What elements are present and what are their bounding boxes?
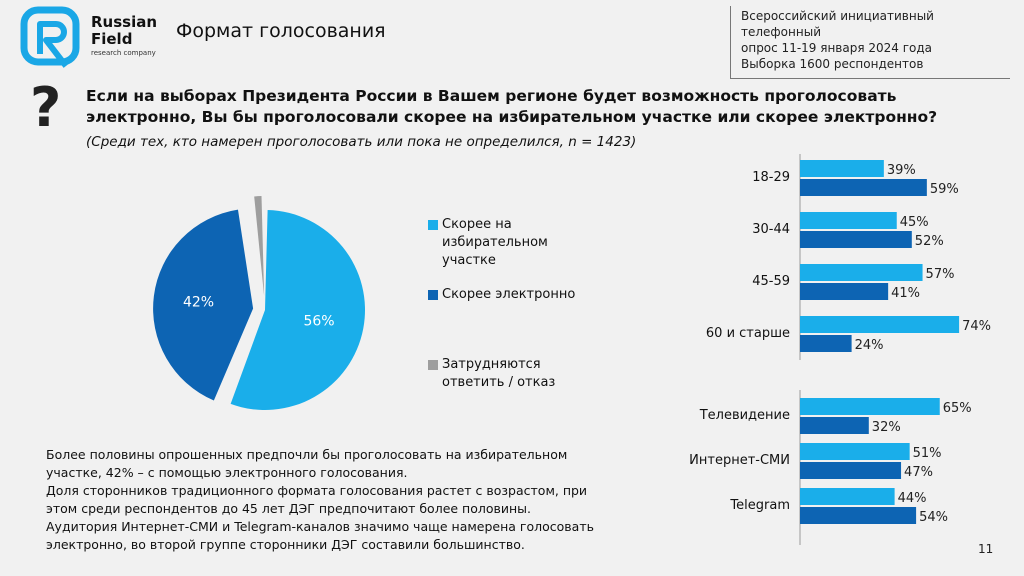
bar-value-label: 51% xyxy=(913,446,942,461)
bar-value-label: 65% xyxy=(943,401,972,416)
bar-value-label: 52% xyxy=(915,234,944,249)
bar-value-label: 44% xyxy=(898,491,927,506)
summary-line: этом среди респондентов до 45 лет ДЭГ пр… xyxy=(46,501,532,516)
legend-item-polling-station: Скорее на избирательном участке xyxy=(428,216,578,270)
bar-value-label: 32% xyxy=(872,420,901,435)
legend-item-undecided: Затрудняются ответить / отказ xyxy=(428,356,578,392)
page-title: Формат голосования xyxy=(176,20,386,42)
summary-line: электронно, во второй группе сторонники … xyxy=(46,537,525,552)
bar-polling-station xyxy=(800,488,895,505)
legend-swatch-gray xyxy=(428,360,438,370)
question-mark-icon: ? xyxy=(30,76,62,139)
legend-label: Затрудняются xyxy=(442,357,541,372)
bar-category-label: Телевидение xyxy=(699,408,790,423)
bar-electronic xyxy=(800,283,889,300)
legend-swatch-light-blue xyxy=(428,220,438,230)
pie-slice xyxy=(230,210,366,410)
bar-polling-station xyxy=(800,316,960,333)
bar-category-label: Интернет-СМИ xyxy=(689,453,790,468)
bar-value-label: 59% xyxy=(930,182,959,197)
bar-value-label: 24% xyxy=(855,338,884,353)
bar-value-label: 74% xyxy=(962,319,991,334)
brand-text: Russian Field research company xyxy=(91,13,158,58)
bar-polling-station xyxy=(800,212,897,229)
summary-text: Более половины опрошенных предпочли бы п… xyxy=(46,446,646,554)
bar-polling-station xyxy=(800,160,884,177)
bar-electronic xyxy=(800,179,927,196)
legend-label: участке xyxy=(442,253,496,268)
bar-polling-station xyxy=(800,264,923,281)
bar-charts: 18-29 39% 59% 30-44 45% 52% 45-59 57% 41% 60 и ст… xyxy=(689,154,991,545)
legend-swatch-dark-blue xyxy=(428,290,438,300)
legend-item-electronic: Скорее электронно xyxy=(428,286,578,304)
question-subtitle: (Среди тех, кто намерен проголосовать ил… xyxy=(86,134,637,150)
pie-slice xyxy=(153,209,254,401)
bar-value-label: 47% xyxy=(904,465,933,480)
bar-value-label: 45% xyxy=(900,215,929,230)
survey-info-line-3: Выборка 1600 респондентов xyxy=(741,57,924,71)
brand-line-1: Russian xyxy=(91,13,158,31)
summary-line: участке, 42% – с помощью электронного го… xyxy=(46,465,408,480)
survey-info: Всероссийский инициативный телефонный оп… xyxy=(730,6,1010,79)
bar-category-label: 18-29 xyxy=(752,170,790,185)
bar-category-label: 45-59 xyxy=(752,274,790,289)
bar-category-label: 60 и старше xyxy=(706,326,790,341)
pie-slice-label: 42% xyxy=(183,295,214,311)
legend-label: ответить / отказ xyxy=(442,375,556,390)
summary-line: Более половины опрошенных предпочли бы п… xyxy=(46,447,568,462)
legend-label: избирательном xyxy=(442,235,548,250)
brand-tagline: research company xyxy=(91,49,156,57)
bar-polling-station xyxy=(800,398,940,415)
bar-value-label: 57% xyxy=(926,267,955,282)
legend-label: Скорее на xyxy=(442,217,512,232)
survey-info-line-2: опрос 11-19 января 2024 года xyxy=(741,41,933,55)
summary-line: Аудитория Интернет-СМИ и Telegram-канало… xyxy=(46,519,594,534)
question-text: Если на выборах Президента России в Ваше… xyxy=(86,87,938,126)
survey-info-line-1: Всероссийский инициативный телефонный xyxy=(741,9,934,39)
bar-value-label: 41% xyxy=(891,286,920,301)
bar-category-label: Telegram xyxy=(729,498,790,513)
russian-field-logo xyxy=(20,6,80,68)
bar-electronic xyxy=(800,417,869,434)
bar-electronic xyxy=(800,507,917,524)
summary-line: Доля сторонников традиционного формата г… xyxy=(46,483,588,498)
bar-value-label: 39% xyxy=(887,163,916,178)
brand-line-2: Field xyxy=(91,30,133,48)
bar-electronic xyxy=(800,335,852,352)
legend-label: Скорее электронно xyxy=(442,287,576,302)
bar-polling-station xyxy=(800,443,910,460)
pie-slice xyxy=(254,196,265,297)
bar-category-label: 30-44 xyxy=(752,222,790,237)
bar-value-label: 54% xyxy=(919,510,948,525)
bar-electronic xyxy=(800,462,902,479)
bar-electronic xyxy=(800,231,912,248)
page-number: 11 xyxy=(978,542,994,556)
pie-slice-label: 56% xyxy=(303,313,334,329)
pie-chart: 56%42%2% xyxy=(153,196,366,410)
